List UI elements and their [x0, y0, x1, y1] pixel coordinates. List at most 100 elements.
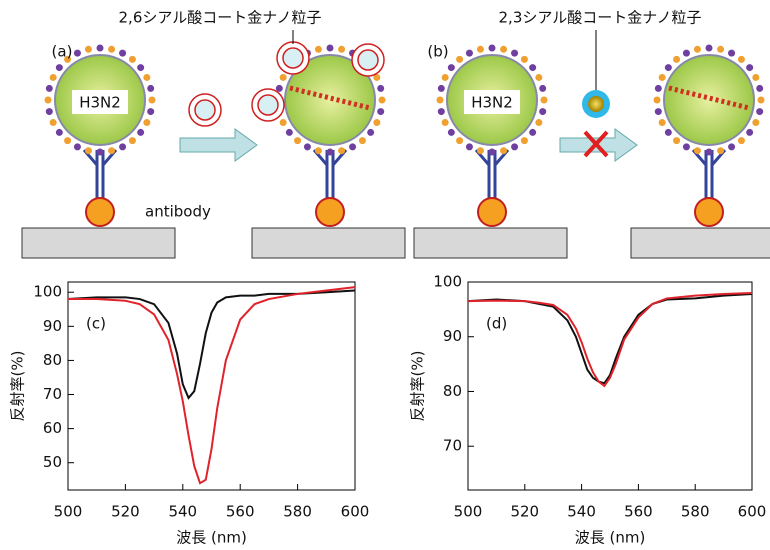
spike: [664, 128, 672, 136]
line-series: [467, 291, 753, 388]
plot-frame: [67, 281, 356, 491]
spike: [476, 147, 484, 155]
spike: [535, 73, 543, 81]
spike: [147, 84, 155, 92]
spike: [314, 45, 322, 53]
spike: [279, 119, 287, 127]
spike: [728, 143, 736, 151]
spike: [658, 73, 666, 81]
y-tick-label: 50: [43, 453, 62, 471]
spike: [367, 128, 375, 136]
spike: [436, 96, 444, 104]
spike: [119, 143, 127, 151]
anchor-ball: [85, 197, 115, 227]
spike: [465, 143, 473, 151]
spike: [73, 143, 81, 151]
virus-label-box: [464, 90, 520, 114]
virus-label: H3N2: [79, 94, 121, 112]
spike: [488, 148, 496, 156]
x-tick-label: 540: [168, 503, 197, 521]
spike: [465, 49, 473, 57]
spike: [447, 128, 455, 136]
spike: [147, 108, 155, 116]
x-tick-label: 520: [111, 503, 140, 521]
x-tick-label: 520: [510, 503, 539, 521]
line-series: [68, 286, 356, 485]
virus-label-box: [72, 90, 128, 114]
spike: [373, 73, 381, 81]
spike: [441, 119, 449, 127]
virus: [284, 54, 376, 146]
arrow: [179, 128, 258, 162]
spike: [693, 147, 701, 155]
spike: [682, 143, 690, 151]
spike: [377, 108, 385, 116]
panel-label: (b): [427, 43, 448, 61]
spike: [756, 108, 764, 116]
gold-core: [588, 96, 604, 112]
spike: [441, 73, 449, 81]
spike: [664, 64, 672, 72]
x-tick-label: 580: [283, 503, 312, 521]
cross: [583, 130, 609, 158]
spike: [746, 128, 754, 136]
spike: [540, 96, 548, 104]
spike: [437, 108, 445, 116]
spike: [96, 44, 104, 52]
spike: [108, 147, 116, 155]
spike: [511, 143, 519, 151]
spike: [539, 108, 547, 116]
spike: [279, 73, 287, 81]
x-tick-label: 560: [624, 503, 653, 521]
spike: [456, 55, 464, 63]
spike: [137, 128, 145, 136]
spike: [653, 96, 661, 104]
panel-label: (c): [86, 315, 106, 333]
spike: [717, 45, 725, 53]
x-tick-label: 600: [738, 503, 767, 521]
spike: [358, 137, 366, 145]
spike: [693, 45, 701, 53]
spike: [520, 55, 528, 63]
spike: [44, 96, 52, 104]
x-tick-label: 540: [567, 503, 596, 521]
spike: [437, 84, 445, 92]
spike: [64, 55, 72, 63]
panel-label: (d): [486, 315, 507, 333]
spike: [752, 73, 760, 81]
spike: [326, 148, 334, 156]
spike: [108, 45, 116, 53]
anchor-ball: [694, 197, 724, 227]
spike: [529, 64, 537, 72]
nanoparticle-core: [257, 94, 279, 116]
spike: [349, 143, 357, 151]
spike: [746, 64, 754, 72]
y-tick-label: 70: [443, 437, 462, 455]
spike: [49, 73, 57, 81]
nanoparticle-core: [282, 47, 304, 69]
spike: [488, 44, 496, 52]
spike: [45, 84, 53, 92]
spike: [476, 45, 484, 53]
spike: [673, 137, 681, 145]
spike: [654, 108, 662, 116]
spike: [338, 45, 346, 53]
spike: [49, 119, 57, 127]
caption: 2,3シアル酸コート金ナノ粒子: [499, 9, 702, 27]
y-axis-label: 反射率(%): [409, 351, 427, 422]
spike: [737, 137, 745, 145]
y-tick-label: 60: [43, 419, 62, 437]
y-tick-label: 90: [43, 317, 62, 335]
base: [21, 227, 176, 259]
bound-sialic: [289, 85, 371, 111]
spike: [128, 137, 136, 145]
spike: [338, 147, 346, 155]
base: [251, 227, 406, 259]
spike: [45, 108, 53, 116]
base: [413, 227, 568, 259]
antibody-label: antibody: [145, 203, 211, 221]
y-tick-label: 100: [33, 283, 62, 301]
spike: [378, 96, 386, 104]
spike: [752, 119, 760, 127]
